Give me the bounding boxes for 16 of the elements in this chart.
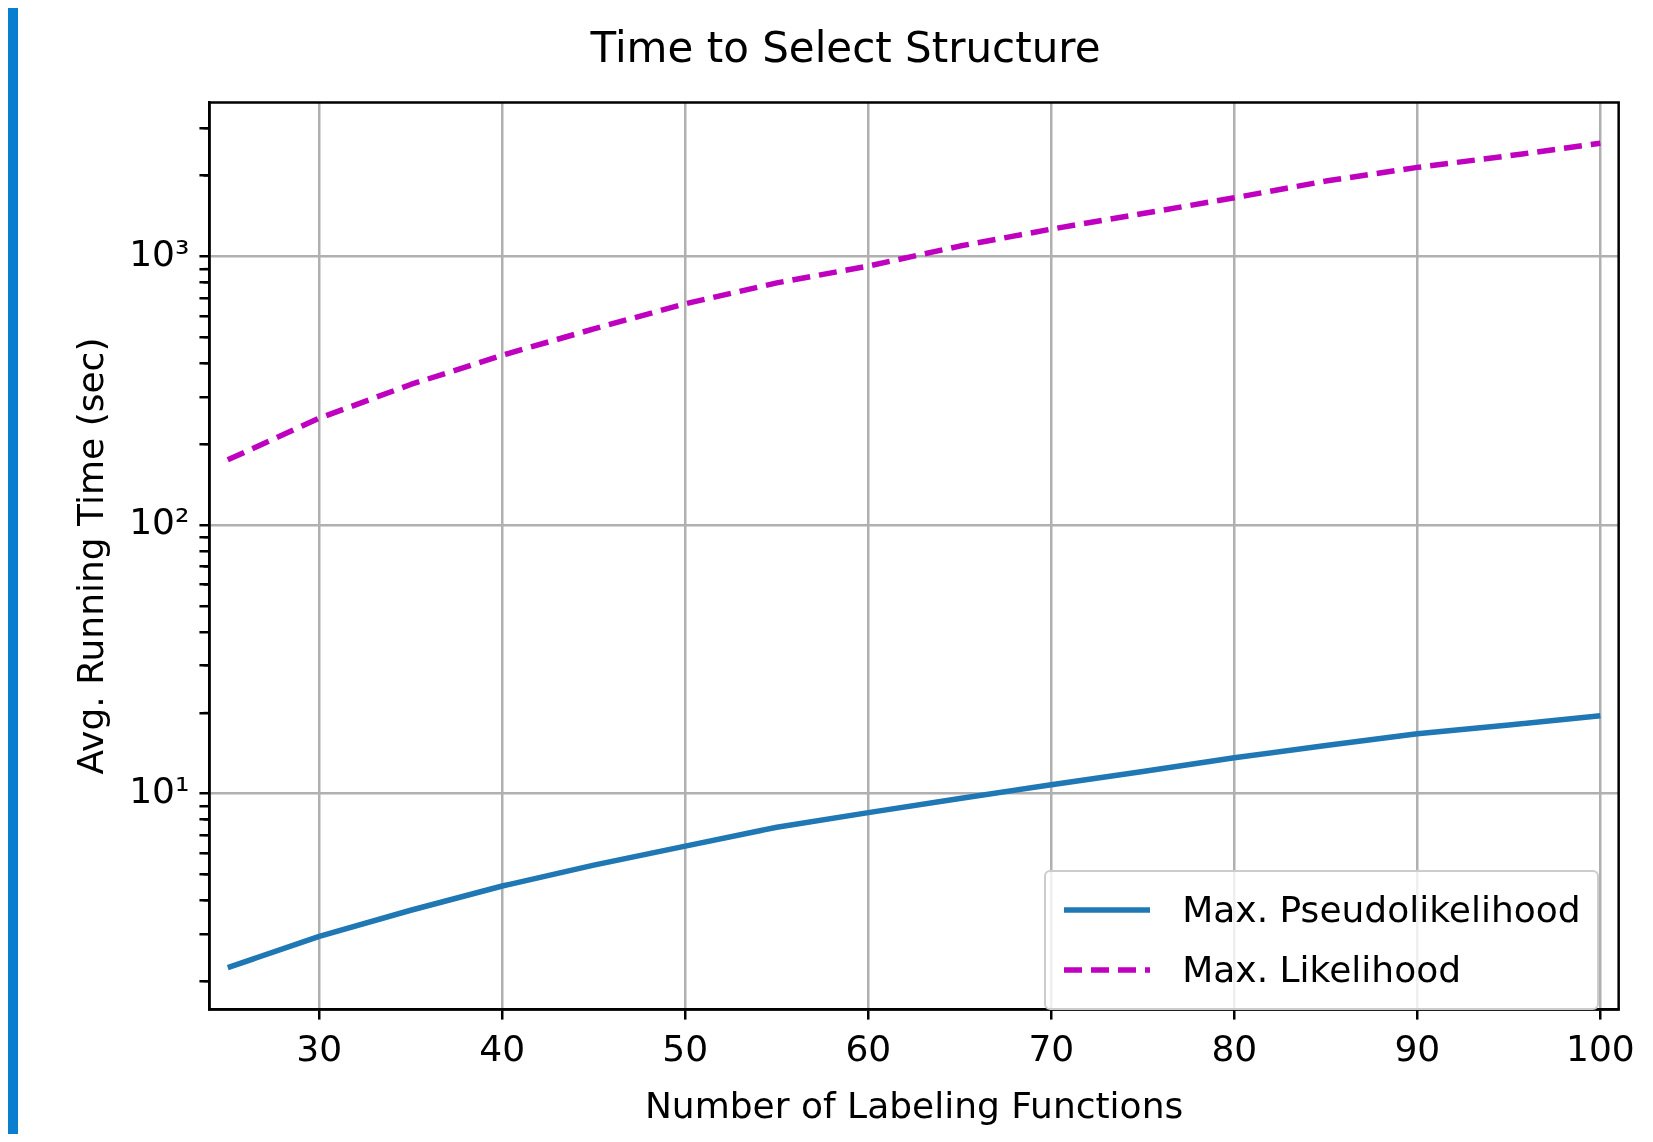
x-tick-label: 70 xyxy=(1028,1027,1075,1069)
x-axis-title: Number of Labeling Functions xyxy=(644,1084,1184,1126)
x-tick-label: 40 xyxy=(479,1027,526,1069)
legend-label: Max. Pseudolikelihood xyxy=(1182,889,1581,931)
x-tick-label: 90 xyxy=(1394,1027,1441,1069)
x-tick-label: 50 xyxy=(662,1027,709,1069)
legend-label: Max. Likelihood xyxy=(1182,949,1462,991)
y-tick-label: 10² xyxy=(129,501,190,543)
x-tick-label: 80 xyxy=(1211,1027,1258,1069)
y-axis-title: Avg. Running Time (sec) xyxy=(69,337,111,775)
y-tick-label: 10³ xyxy=(129,232,190,274)
y-tick-label: 10¹ xyxy=(129,770,190,812)
x-tick-label: 60 xyxy=(845,1027,892,1069)
chart-title: Time to Select Structure xyxy=(589,23,1101,73)
x-tick-label: 100 xyxy=(1566,1027,1635,1069)
x-tick-label: 30 xyxy=(296,1027,343,1069)
